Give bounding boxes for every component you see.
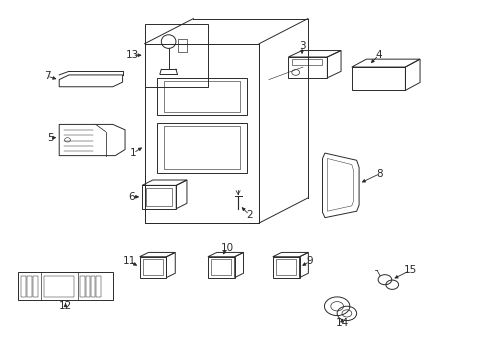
Bar — [33, 276, 38, 297]
Bar — [18, 272, 113, 300]
Text: 1: 1 — [130, 148, 136, 158]
Text: 3: 3 — [298, 41, 305, 50]
Text: 8: 8 — [376, 168, 383, 179]
Text: 6: 6 — [128, 192, 134, 202]
Text: 13: 13 — [125, 50, 139, 60]
Bar — [91, 276, 95, 297]
Text: 10: 10 — [221, 243, 234, 253]
Text: 5: 5 — [47, 133, 54, 143]
Bar — [276, 259, 295, 275]
Bar — [146, 188, 172, 206]
Text: 9: 9 — [306, 256, 312, 266]
Text: 15: 15 — [403, 265, 416, 275]
Bar — [96, 276, 101, 297]
Bar — [211, 259, 230, 275]
Text: 7: 7 — [43, 71, 50, 81]
Bar — [143, 259, 162, 275]
Text: 2: 2 — [245, 210, 252, 220]
Text: 14: 14 — [335, 319, 348, 328]
Bar — [144, 24, 207, 87]
Bar — [178, 39, 187, 52]
Bar — [80, 276, 84, 297]
Text: 12: 12 — [59, 301, 72, 311]
Bar — [20, 276, 25, 297]
Text: 11: 11 — [123, 256, 136, 266]
Bar — [43, 276, 74, 297]
Bar — [27, 276, 32, 297]
Bar — [85, 276, 90, 297]
Text: 4: 4 — [374, 50, 381, 60]
Bar — [292, 59, 321, 65]
